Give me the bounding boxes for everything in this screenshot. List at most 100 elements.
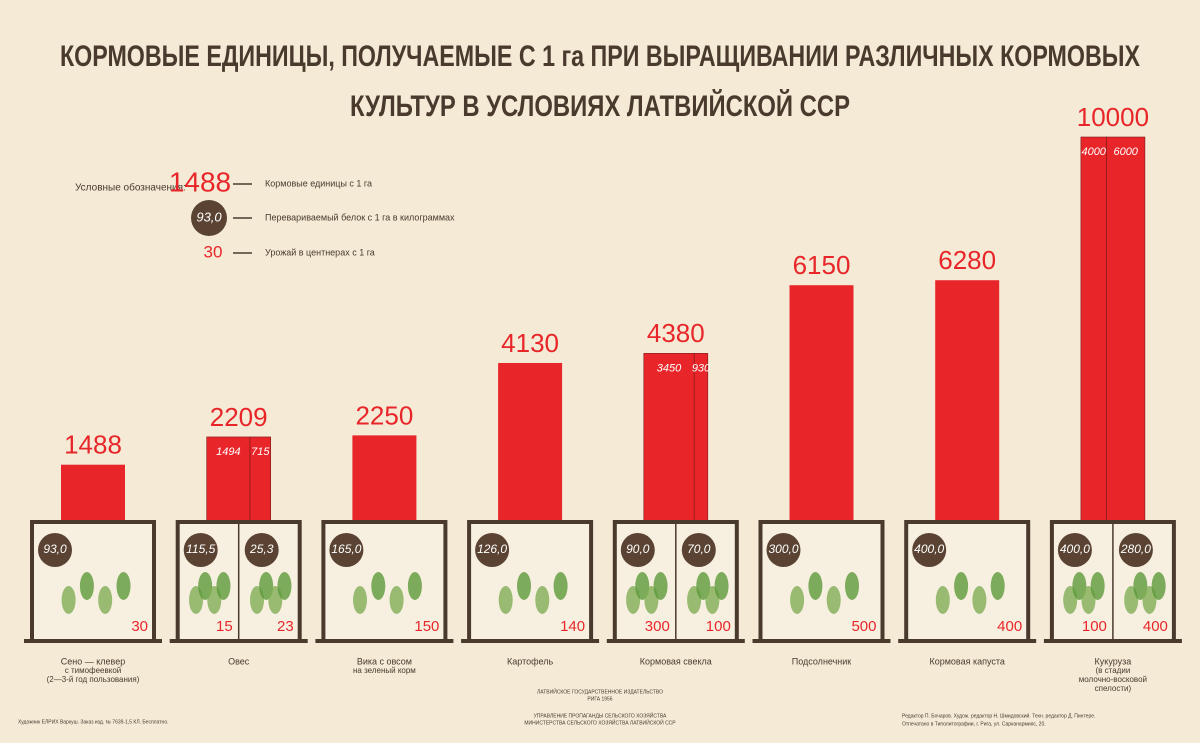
- bar-part-label: 1494: [216, 446, 240, 458]
- protein-label: 280,0: [1120, 542, 1151, 556]
- plant-decor: [972, 586, 987, 614]
- plant-decor: [990, 572, 1005, 600]
- bar: [352, 435, 417, 522]
- bar-part: [1080, 136, 1107, 523]
- category-label: (2—3-й год пользования): [47, 675, 140, 684]
- protein-label: 115,5: [186, 542, 215, 556]
- title: КОРМОВЫЕ ЕДИНИЦЫ, ПОЛУЧАЕМЫЕ С 1 га ПРИ …: [60, 40, 1140, 73]
- plant-decor: [79, 572, 94, 600]
- legend-text: Урожай в центнерах с 1 га: [265, 247, 375, 257]
- bar-value: 6150: [793, 250, 851, 280]
- footer-center: ЛАТВИЙСКОЕ ГОСУДАРСТВЕННОЕ ИЗДАТЕЛЬСТВО: [537, 687, 663, 695]
- bar-value: 6280: [938, 245, 996, 275]
- category-label: Сено — клевер: [61, 656, 125, 666]
- protein-label: 93,0: [43, 542, 67, 556]
- plant-decor: [790, 586, 805, 614]
- protein-label: 300,0: [768, 542, 798, 556]
- protein-circle: [38, 533, 72, 567]
- bar-value: 10000: [1077, 102, 1149, 132]
- yield-label: 30: [131, 618, 148, 635]
- plant-decor: [535, 586, 550, 614]
- bar-part-label: 6000: [1113, 146, 1138, 158]
- protein-circle: [1057, 533, 1092, 567]
- legend-sample: 93,0: [196, 209, 222, 224]
- plant-decor: [98, 586, 113, 614]
- plant-decor: [1151, 572, 1166, 600]
- protein-circle: [681, 533, 716, 567]
- protein-label: 400,0: [914, 542, 944, 556]
- plant-decor: [277, 572, 292, 600]
- protein-circle: [183, 533, 218, 567]
- protein-circle: [475, 533, 510, 567]
- bar-part: [693, 353, 709, 523]
- bar-part-label: 715: [251, 446, 270, 458]
- protein-label: 25,3: [249, 542, 274, 556]
- plant-decor: [389, 586, 404, 614]
- protein-label: 400,0: [1060, 542, 1090, 556]
- yield-label: 400: [997, 618, 1022, 635]
- protein-circle: [766, 533, 801, 567]
- yield-label: 100: [706, 618, 731, 635]
- bar-value: 1488: [64, 430, 122, 460]
- legend-heading: Условные обозначения:: [75, 182, 186, 194]
- protein-circle: [912, 533, 947, 567]
- plant-decor: [216, 572, 231, 600]
- title: КУЛЬТУР В УСЛОВИЯХ ЛАТВИЙСКОЙ ССР: [350, 89, 850, 123]
- plant-decor: [826, 586, 841, 614]
- plant-decor: [845, 572, 859, 600]
- category-label: спелости): [1095, 684, 1132, 693]
- footer-center: УПРАВЛЕНИЕ ПРОПАГАНДЫ СЕЛЬСКОГО ХОЗЯЙСТВ…: [534, 711, 667, 719]
- protein-label: 90,0: [626, 542, 650, 556]
- plant-decor: [407, 572, 422, 600]
- category-label: Овес: [228, 656, 250, 666]
- category-label: Кукуруза: [1095, 656, 1132, 666]
- category-label: на зеленый корм: [353, 666, 416, 675]
- bar-part: [643, 353, 695, 523]
- category-label: с тимофеевкой: [65, 666, 122, 675]
- plant-decor: [808, 572, 823, 600]
- plant-decor: [935, 586, 950, 614]
- plant-decor: [353, 586, 367, 614]
- category-label: молочно-восковой: [1079, 675, 1147, 684]
- category-label: (в стадии: [1096, 666, 1131, 675]
- bar: [61, 464, 125, 522]
- plant-decor: [553, 572, 568, 600]
- plant-decor: [954, 572, 969, 600]
- yield-label: 100: [1082, 618, 1107, 635]
- footer-right: Отпечатано в Типолитографии, г. Рига, ул…: [902, 721, 1046, 727]
- protein-label: 126,0: [477, 542, 507, 556]
- bar-value: 4380: [647, 318, 705, 348]
- protein-circle: [620, 533, 655, 567]
- plant-decor: [116, 572, 131, 600]
- bar-part-label: 3450: [657, 362, 682, 374]
- footer-center: МИНИСТЕРСТВА СЕЛЬСКОГО ХОЗЯЙСТВА ЛАТВИЙС…: [524, 718, 676, 726]
- plant-decor: [517, 572, 531, 600]
- bar-part-label: 930: [692, 362, 711, 374]
- plant-decor: [1090, 572, 1105, 600]
- protein-label: 70,0: [687, 542, 711, 556]
- protein-circle: [1118, 533, 1153, 567]
- plant-decor: [653, 572, 668, 600]
- bar: [935, 280, 1000, 522]
- category-label: Подсолнечник: [792, 656, 852, 666]
- footer-left: Художник ЕЛРИХ Варкуш. Заказ изд. № 7639…: [18, 719, 168, 725]
- yield-label: 400: [1143, 618, 1168, 635]
- category-label: Кормовая капуста: [929, 656, 1004, 666]
- bar-value: 4130: [501, 328, 559, 358]
- bar-value: 2209: [210, 402, 268, 432]
- legend-text: Кормовые единицы с 1 га: [265, 178, 372, 188]
- legend-text: Перевариваемый белок с 1 га в килограмма…: [265, 212, 455, 222]
- category-label: Кормовая свекла: [640, 656, 712, 666]
- yield-label: 500: [851, 618, 876, 635]
- bar: [789, 285, 854, 522]
- yield-label: 150: [414, 618, 439, 635]
- bar-value: 2250: [355, 400, 413, 430]
- plant-decor: [61, 586, 76, 614]
- yield-label: 140: [560, 618, 585, 635]
- bar-part: [1106, 136, 1146, 523]
- bar-part-label: 4000: [1081, 146, 1106, 158]
- yield-label: 15: [216, 618, 233, 635]
- protein-circle: [244, 533, 279, 567]
- legend-sample: 30: [204, 242, 223, 261]
- plant-decor: [714, 572, 729, 600]
